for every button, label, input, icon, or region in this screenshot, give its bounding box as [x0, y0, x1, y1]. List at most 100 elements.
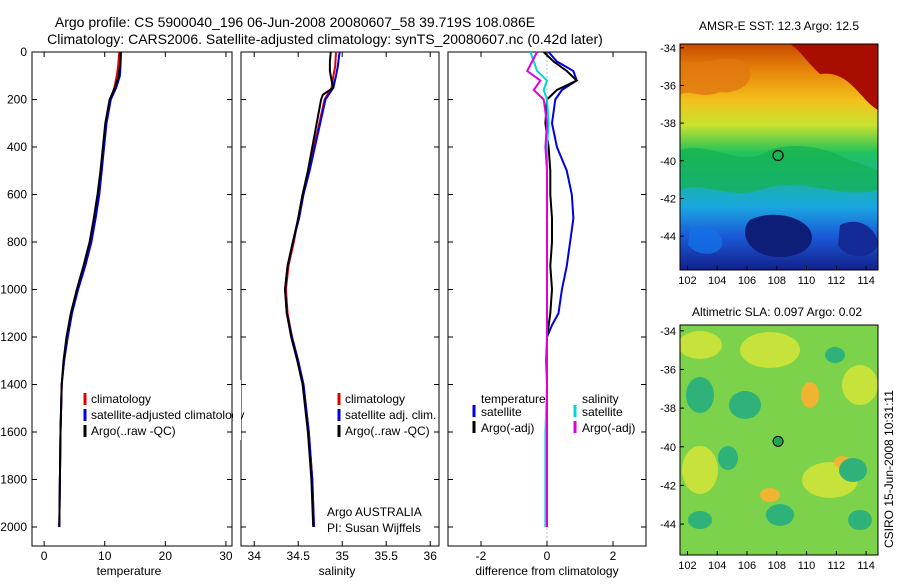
- map-x-tick-label: 108: [768, 560, 786, 572]
- sst-cold-patch: [838, 221, 878, 257]
- map-x-tick-label: 114: [857, 560, 875, 572]
- map-x-tick-label: 106: [738, 560, 756, 572]
- sst-argo-marker: [772, 149, 784, 162]
- timestamp-label: CSIRO 15-Jun-2008 10:31:11: [882, 390, 896, 548]
- series-line-temperature-satellite: [545, 51, 578, 527]
- sst-map-image: [680, 44, 878, 270]
- map-y-tick-label: -38: [660, 403, 676, 415]
- temperature-legend: climatology satellite-adjusted climatolo…: [83, 392, 244, 438]
- sla-map-ticks: 102 104 106 108 110 112 114 -34 -36 -38 -40 -42 -44: [660, 326, 875, 572]
- salinity-plot: 34 34.5 35 35.5 36: [241, 51, 439, 563]
- y-tick-label: 800: [7, 235, 27, 249]
- x-tick-label: 34.5: [287, 549, 311, 563]
- legend-overflow-mask: [233, 380, 241, 440]
- legend-heading: salinity: [582, 392, 619, 406]
- legend-label: satellite adj. clim.: [345, 408, 436, 422]
- legend-label: satellite: [582, 405, 623, 419]
- x-tick-label: 30: [219, 549, 233, 563]
- map-y-tick-label: -36: [660, 80, 676, 92]
- series-line-satellite-adj-clim-: [283, 51, 341, 528]
- figure-title-line1: Argo profile: CS 5900040_196 06-Jun-2008…: [55, 14, 535, 30]
- x-tick-label: 36: [424, 549, 438, 563]
- sla-map-image: [680, 325, 878, 555]
- map-y-tick-label: -42: [660, 193, 676, 205]
- y-tick-label: 1400: [0, 378, 27, 392]
- map-y-tick-label: -44: [660, 519, 676, 531]
- salinity-annotation-line2: PI: Susan Wijffels: [327, 521, 421, 535]
- sst-patch: [688, 227, 723, 254]
- salinity-axes: [240, 51, 440, 547]
- legend-label: Argo(..raw -QC): [91, 424, 176, 438]
- x-tick-label: 35: [336, 549, 350, 563]
- map-y-tick-label: -40: [660, 156, 676, 168]
- difference-legend: temperature satellite Argo(-adj) salinit…: [472, 392, 635, 435]
- temperature-xlabel: temperature: [97, 564, 162, 578]
- sst-cold-patch: [745, 214, 812, 258]
- legend-label: satellite: [481, 405, 522, 419]
- map-y-tick-label: -38: [660, 118, 676, 130]
- legend-label: satellite-adjusted climatology: [91, 408, 244, 422]
- temperature-plot: 0 10 20 30: [32, 51, 233, 563]
- sla-map-axes: [679, 324, 879, 556]
- legend-label: climatology: [91, 392, 151, 406]
- map-x-tick-label: 114: [857, 275, 875, 287]
- x-tick-label: 0: [41, 549, 48, 563]
- map-x-tick-label: 102: [678, 560, 696, 572]
- y-tick-label: 1600: [0, 425, 27, 439]
- legend-label: Argo(-adj): [481, 421, 534, 435]
- y-tick-label: 600: [7, 188, 27, 202]
- map-y-tick-label: -36: [660, 364, 676, 376]
- x-tick-label: 20: [159, 549, 173, 563]
- temperature-axes: [31, 51, 233, 547]
- sla-high-patches: [760, 382, 850, 502]
- series-line-climatology: [58, 51, 121, 528]
- sst-map-ticks: 102 104 106 108 110 112 114 -34 -36 -38 -40 -42 -44: [660, 43, 875, 287]
- sst-warm-patch: [790, 44, 878, 110]
- map-x-tick-label: 104: [708, 275, 726, 287]
- x-tick-label: 0: [544, 549, 551, 563]
- map-x-tick-label: 112: [828, 560, 846, 572]
- salinity-annotation-line1: Argo AUSTRALIA: [327, 505, 422, 519]
- x-tick-label: 35.5: [375, 549, 399, 563]
- sst-map-title: AMSR-E SST: 12.3 Argo: 12.5: [699, 19, 859, 33]
- map-x-tick-label: 110: [798, 560, 816, 572]
- sst-patch: [680, 145, 878, 193]
- map-x-tick-label: 108: [768, 275, 786, 287]
- y-tick-label: 1800: [0, 473, 27, 487]
- salinity-legend: climatology satellite adj. clim. Argo(..…: [337, 392, 436, 438]
- map-x-tick-label: 106: [738, 275, 756, 287]
- map-y-tick-label: -40: [660, 442, 676, 454]
- y-tick-label: 0: [20, 45, 27, 59]
- series-line-argo-raw-qc-: [283, 51, 335, 528]
- figure-title-line2: Climatology: CARS2006. Satellite-adjuste…: [47, 31, 603, 47]
- map-x-tick-label: 110: [798, 275, 816, 287]
- sst-patch: [680, 58, 751, 95]
- sla-negative-patches: [686, 347, 872, 530]
- sla-argo-marker: [772, 435, 784, 447]
- legend-heading: temperature: [481, 392, 546, 406]
- map-x-tick-label: 104: [708, 560, 726, 572]
- x-tick-label: 10: [98, 549, 112, 563]
- difference-xlabel: difference from climatology: [475, 564, 618, 578]
- salinity-xlabel: salinity: [319, 564, 356, 578]
- map-y-tick-label: -42: [660, 480, 676, 492]
- x-tick-label: 2: [610, 549, 617, 563]
- map-y-tick-label: -34: [660, 326, 676, 338]
- legend-label: Argo(..raw -QC): [345, 424, 430, 438]
- y-tick-label: 1000: [0, 283, 27, 297]
- map-y-tick-label: -34: [660, 43, 676, 55]
- x-tick-label: -2: [476, 549, 487, 563]
- depth-axis: 0 200 400 600 800 1000 1200 1400 1600 1800 2000: [0, 45, 27, 534]
- x-tick-label: 34: [248, 549, 262, 563]
- difference-plot: -2 0 2: [448, 51, 646, 563]
- y-tick-label: 2000: [0, 520, 27, 534]
- y-tick-label: 400: [7, 140, 27, 154]
- map-x-tick-label: 112: [828, 275, 846, 287]
- series-line-salinity-argo-adj-: [525, 51, 549, 527]
- series-line-satellite-adjusted-climatology: [58, 51, 123, 528]
- series-line-argo-raw-qc-: [58, 51, 122, 528]
- y-tick-label: 1200: [0, 330, 27, 344]
- sst-map-axes: [679, 43, 879, 271]
- map-x-tick-label: 102: [678, 275, 696, 287]
